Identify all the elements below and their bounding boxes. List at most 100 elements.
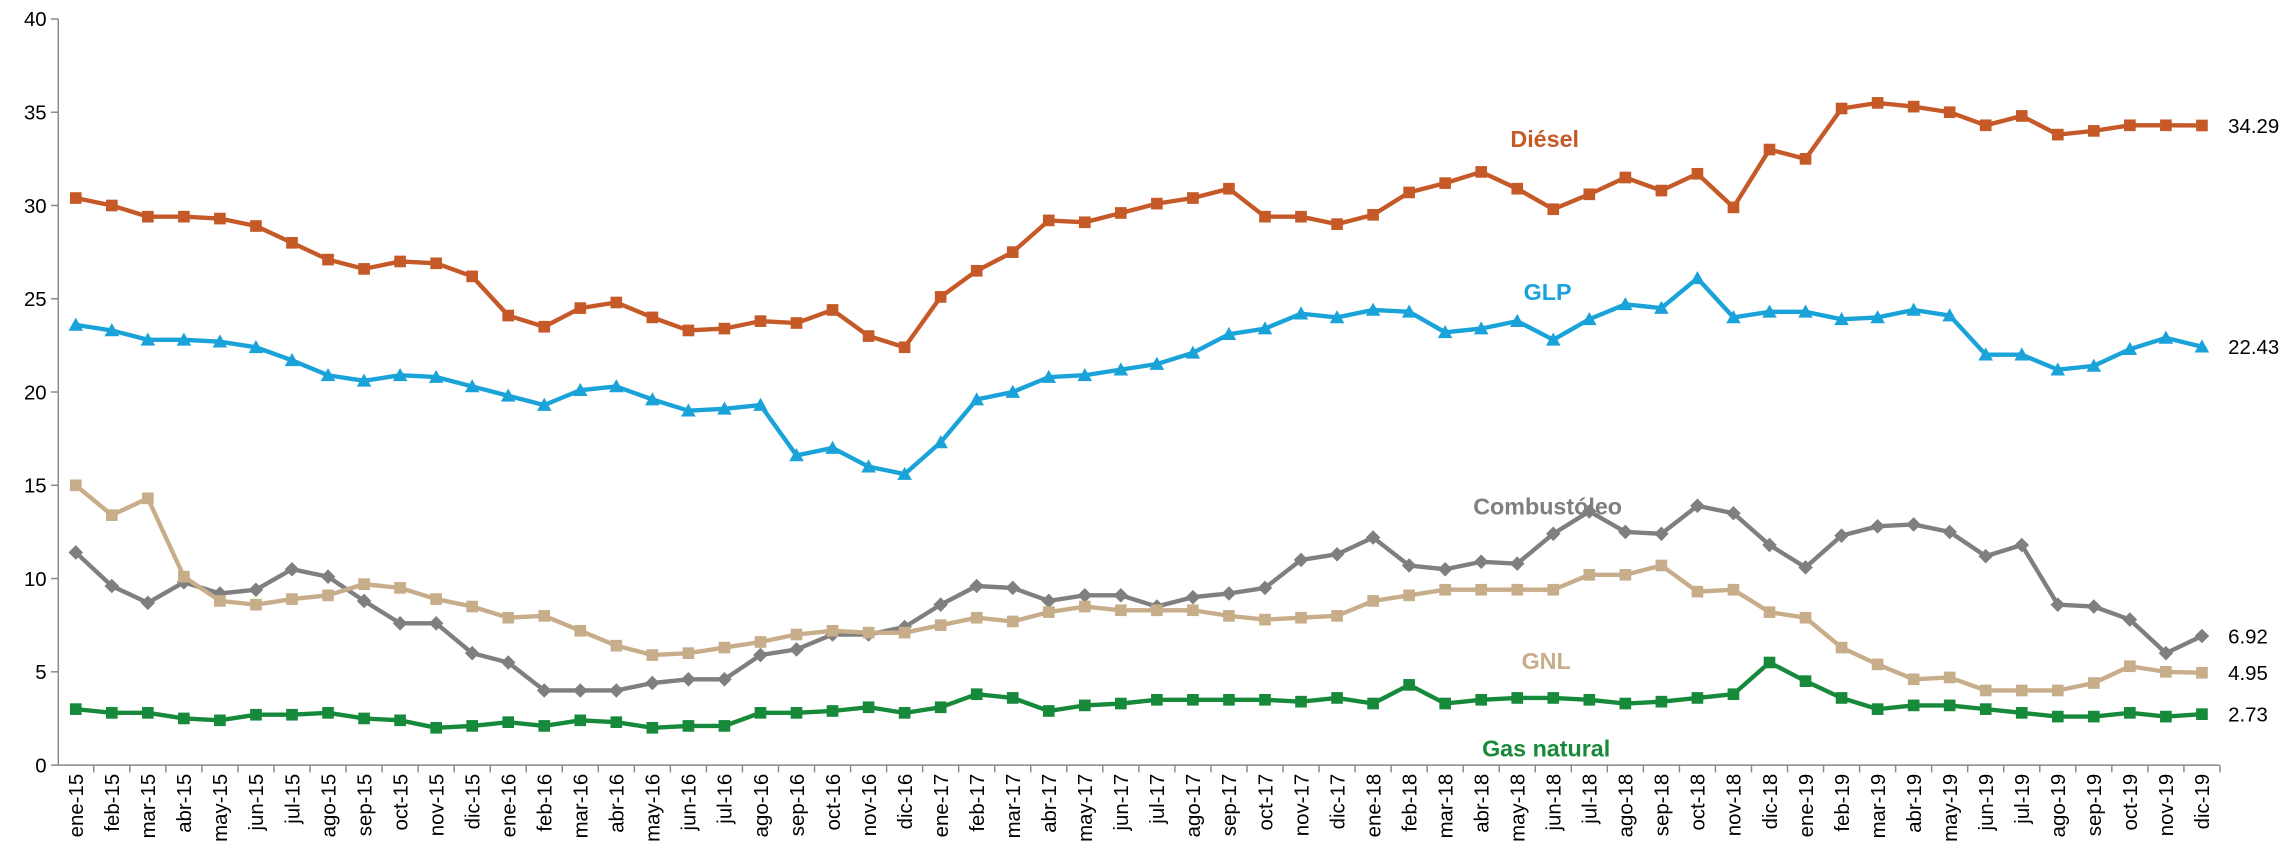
marker <box>1835 692 1848 704</box>
marker <box>2014 537 2030 553</box>
marker <box>1041 369 1057 383</box>
marker <box>1834 528 1849 543</box>
marker <box>574 302 587 314</box>
marker <box>1691 167 1704 180</box>
marker <box>1583 693 1596 706</box>
series-name: GNL <box>1522 648 1571 674</box>
marker <box>1834 311 1849 326</box>
marker <box>394 714 406 727</box>
x-tick-label: abr-17 <box>1039 774 1061 833</box>
x-tick-label: jul-17 <box>1147 774 1169 825</box>
marker <box>1259 693 1271 706</box>
marker <box>1113 362 1129 376</box>
marker <box>1042 214 1055 227</box>
x-tick-label: jun-16 <box>679 774 701 832</box>
y-tick-label: 5 <box>35 662 46 684</box>
marker <box>790 707 803 719</box>
marker <box>178 210 190 223</box>
end-value-label: 6.92 <box>2228 626 2268 648</box>
marker <box>1942 308 1957 322</box>
marker <box>250 708 262 721</box>
marker <box>718 720 731 732</box>
marker <box>1331 610 1343 622</box>
marker <box>1547 692 1560 704</box>
marker <box>464 379 480 393</box>
marker <box>1437 325 1453 339</box>
marker <box>753 647 768 663</box>
marker <box>1727 583 1740 596</box>
marker <box>1763 656 1776 669</box>
marker <box>1365 530 1381 545</box>
marker <box>1978 548 1994 564</box>
marker <box>1907 673 1920 686</box>
marker <box>1654 300 1669 314</box>
marker <box>1367 697 1379 710</box>
x-tick-label: mar-17 <box>1003 774 1025 839</box>
marker <box>466 270 479 283</box>
end-value-label: 22.43 <box>2228 337 2279 359</box>
marker <box>826 624 839 637</box>
marker <box>464 645 480 661</box>
marker <box>1906 302 1921 316</box>
marker <box>1619 171 1632 184</box>
marker <box>2087 677 2100 689</box>
marker <box>466 600 479 613</box>
marker <box>1475 693 1488 706</box>
x-tick-label: may-15 <box>210 774 232 842</box>
marker <box>1547 203 1560 216</box>
marker <box>2086 599 2102 614</box>
marker <box>898 707 911 719</box>
x-tick-label: may-17 <box>1075 774 1097 842</box>
marker <box>1149 356 1165 370</box>
x-tick-label: nov-16 <box>859 774 881 836</box>
marker <box>430 593 442 605</box>
marker <box>1473 321 1489 335</box>
marker <box>2014 347 2030 361</box>
marker <box>826 304 839 316</box>
marker <box>538 320 551 333</box>
x-tick-label: sep-19 <box>2084 774 2106 836</box>
marker <box>1511 692 1524 704</box>
marker <box>1259 210 1271 223</box>
end-value-label: 34.29 <box>2228 116 2279 138</box>
y-tick-label: 0 <box>35 755 46 777</box>
marker <box>1367 208 1379 221</box>
marker <box>717 401 732 415</box>
marker <box>2015 707 2028 719</box>
marker <box>1005 384 1021 398</box>
marker <box>69 479 82 492</box>
marker <box>2087 125 2100 137</box>
x-tick-label: feb-18 <box>1399 774 1421 832</box>
marker <box>1547 583 1560 596</box>
marker <box>178 570 190 583</box>
marker <box>1618 297 1633 311</box>
marker <box>500 655 516 670</box>
x-tick-label: dic-17 <box>1327 774 1349 830</box>
marker <box>430 257 442 270</box>
marker <box>284 353 300 367</box>
marker <box>1439 583 1451 596</box>
x-tick-label: ago-17 <box>1183 774 1205 837</box>
marker <box>142 210 154 223</box>
marker <box>69 192 82 204</box>
marker <box>358 712 370 725</box>
x-tick-label: mar-18 <box>1435 774 1457 839</box>
marker <box>1871 703 1884 715</box>
marker <box>68 545 84 560</box>
marker <box>1582 504 1597 519</box>
marker <box>248 339 264 354</box>
marker <box>1473 554 1489 570</box>
marker <box>610 639 623 652</box>
marker <box>1691 692 1704 704</box>
marker <box>1942 524 1957 540</box>
marker <box>1437 561 1453 577</box>
marker <box>2124 119 2136 132</box>
y-tick-label: 15 <box>24 476 47 498</box>
marker <box>682 720 695 732</box>
x-tick-label: ene-18 <box>1363 774 1385 837</box>
marker <box>2015 684 2028 697</box>
marker <box>1041 593 1057 609</box>
marker <box>862 701 875 714</box>
marker <box>970 611 983 624</box>
